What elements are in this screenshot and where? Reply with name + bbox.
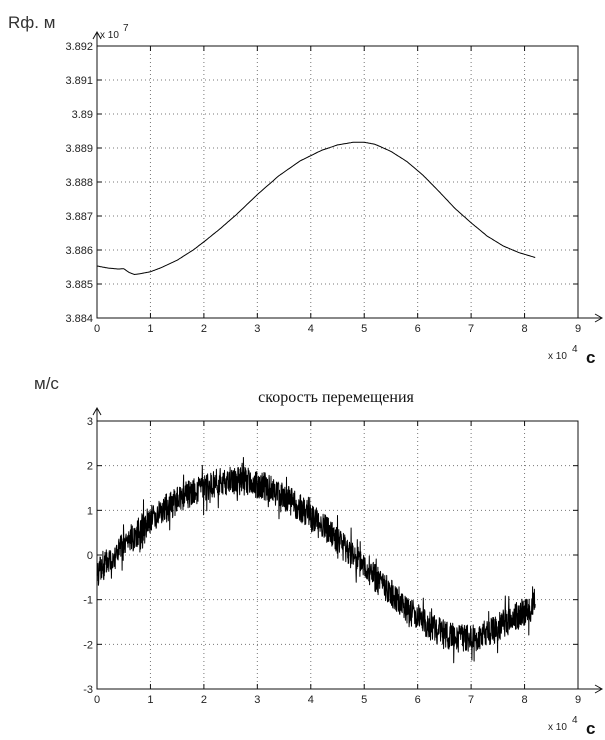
x-tick-label: 2 [201, 323, 207, 335]
y-axis-arrow-1 [92, 406, 102, 421]
y-tick-label: 3.891 [65, 75, 93, 87]
x-axis-label: с [586, 719, 595, 738]
x-axis-arrow-0 [578, 313, 604, 323]
y-exponent: 7 [123, 23, 129, 34]
x-tick-label: 9 [575, 323, 581, 335]
x-tick-label: 7 [468, 694, 474, 706]
x-exponent: 4 [572, 344, 578, 355]
x-tick-label: 5 [361, 323, 367, 335]
y-tick-label: 1 [87, 505, 93, 517]
y-tick-label: -3 [83, 684, 93, 696]
y-tick-label: 3.89 [72, 109, 93, 121]
x-tick-label: 4 [308, 323, 314, 335]
x-tick-label: 7 [468, 323, 474, 335]
x-tick-label: 9 [575, 694, 581, 706]
x-tick-label: 2 [201, 694, 207, 706]
series-line-0-0 [96, 141, 536, 275]
x-multiplier: x 10 [548, 722, 567, 733]
y-tick-label: -2 [83, 639, 93, 651]
x-tick-label: 5 [361, 694, 367, 706]
x-multiplier: x 10 [548, 351, 567, 362]
x-tick-label: 1 [147, 323, 153, 335]
x-tick-label: 1 [147, 694, 153, 706]
x-tick-label: 8 [521, 323, 527, 335]
x-tick-label: 6 [415, 694, 421, 706]
y-tick-label: 3.892 [65, 41, 93, 53]
y-tick-label: 3.886 [65, 245, 93, 257]
y-tick-label: 3.887 [65, 211, 93, 223]
x-tick-label: 8 [521, 694, 527, 706]
y-multiplier: x 10 [100, 30, 119, 41]
y-tick-label: 3.889 [65, 143, 93, 155]
x-tick-label: 3 [254, 694, 260, 706]
x-axis-label: с [586, 348, 595, 367]
x-tick-label: 4 [308, 694, 314, 706]
y-tick-label: 3.888 [65, 177, 93, 189]
y-tick-label: 2 [87, 461, 93, 473]
x-tick-label: 6 [415, 323, 421, 335]
x-axis-arrow-1 [578, 684, 604, 694]
x-exponent: 4 [572, 715, 578, 726]
y-axis-label: Rф. м [8, 13, 55, 32]
y-tick-label: 0 [87, 550, 93, 562]
x-tick-label: 0 [94, 694, 100, 706]
y-axis-arrow-0 [92, 30, 102, 46]
y-tick-label: 3.885 [65, 279, 93, 291]
x-tick-label: 0 [94, 323, 100, 335]
series-line-1-0 [96, 457, 536, 664]
y-tick-label: 3.884 [65, 313, 93, 325]
y-axis-label: м/с [34, 374, 59, 393]
y-tick-label: 3 [87, 416, 93, 428]
y-tick-label: -1 [83, 595, 93, 607]
chart-title: скорость перемещения [258, 389, 414, 406]
x-tick-label: 3 [254, 323, 260, 335]
